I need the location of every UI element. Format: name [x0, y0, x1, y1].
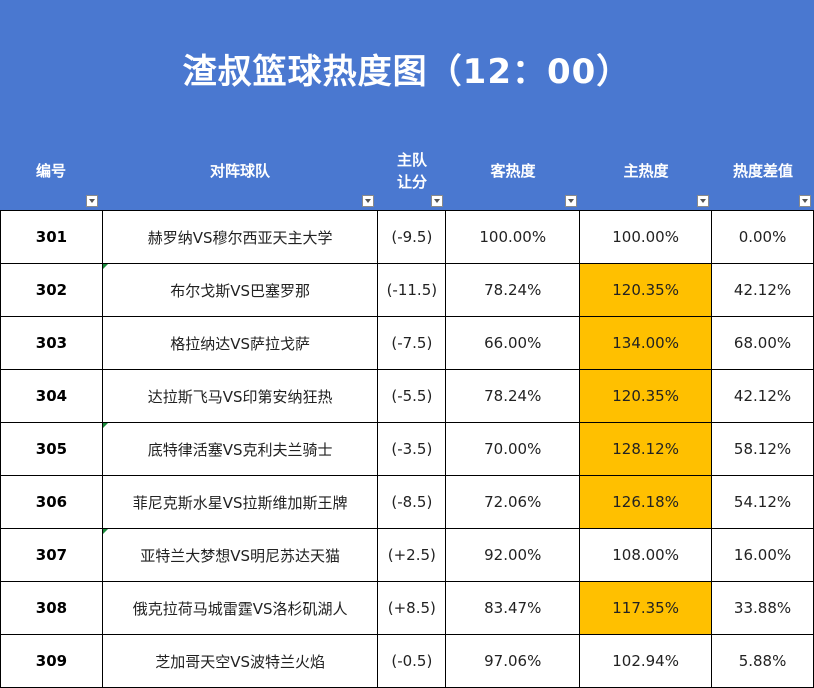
cell-home[interactable]: 102.94% — [579, 634, 713, 688]
cell-away[interactable]: 78.24% — [445, 369, 581, 423]
column-header-away: 客热度 — [490, 162, 536, 180]
cell-away[interactable]: 97.06% — [445, 634, 581, 688]
table-row: 309 芝加哥天空VS波特兰火焰 (-0.5) 97.06% 102.94% 5… — [0, 634, 814, 688]
cell-spread[interactable]: (-7.5) — [377, 316, 447, 370]
cell-away[interactable]: 78.24% — [445, 263, 581, 317]
cell-match[interactable]: 赫罗纳VS穆尔西亚天主大学 — [101, 210, 379, 264]
column-header-id: 编号 — [35, 162, 66, 180]
cell-away[interactable]: 83.47% — [445, 581, 581, 635]
cell-away[interactable]: 66.00% — [445, 316, 581, 370]
filter-dropdown-icon[interactable] — [799, 195, 811, 207]
cell-home[interactable]: 128.12% — [579, 422, 713, 476]
table-row: 302 布尔戈斯VS巴塞罗那 (-11.5) 78.24% 120.35% 42… — [0, 263, 814, 317]
cell-id[interactable]: 302 — [0, 263, 103, 317]
cell-id[interactable]: 309 — [0, 634, 103, 688]
cell-diff[interactable]: 42.12% — [711, 369, 814, 423]
cell-id[interactable]: 304 — [0, 369, 103, 423]
table-row: 306 菲尼克斯水星VS拉斯维加斯王牌 (-8.5) 72.06% 126.18… — [0, 475, 814, 529]
cell-spread[interactable]: (-0.5) — [377, 634, 447, 688]
cell-spread[interactable]: (-11.5) — [377, 263, 447, 317]
cell-diff[interactable]: 33.88% — [711, 581, 814, 635]
filter-dropdown-icon[interactable] — [697, 195, 709, 207]
cell-match[interactable]: 亚特兰大梦想VS明尼苏达天猫 — [101, 528, 379, 582]
cell-home[interactable]: 117.35% — [579, 581, 713, 635]
cell-match[interactable]: 底特律活塞VS克利夫兰骑士 — [101, 422, 379, 476]
table-row: 305 底特律活塞VS克利夫兰骑士 (-3.5) 70.00% 128.12% … — [0, 422, 814, 476]
filter-dropdown-icon[interactable] — [86, 195, 98, 207]
cell-home[interactable]: 126.18% — [579, 475, 713, 529]
cell-match[interactable]: 芝加哥天空VS波特兰火焰 — [101, 634, 379, 688]
cell-spread[interactable]: (+8.5) — [377, 581, 447, 635]
cell-home[interactable]: 100.00% — [579, 210, 713, 264]
column-header-spread: 主队 让分 — [378, 140, 446, 202]
cell-diff[interactable]: 58.12% — [711, 422, 814, 476]
cell-spread[interactable]: (+2.5) — [377, 528, 447, 582]
cell-match[interactable]: 格拉纳达VS萨拉戈萨 — [101, 316, 379, 370]
filter-dropdown-icon[interactable] — [565, 195, 577, 207]
cell-match[interactable]: 俄克拉荷马城雷霆VS洛杉矶湖人 — [101, 581, 379, 635]
table-row: 301 赫罗纳VS穆尔西亚天主大学 (-9.5) 100.00% 100.00%… — [0, 210, 814, 264]
cell-spread[interactable]: (-8.5) — [377, 475, 447, 529]
cell-id[interactable]: 308 — [0, 581, 103, 635]
cell-diff[interactable]: 16.00% — [711, 528, 814, 582]
cell-away[interactable]: 100.00% — [445, 210, 581, 264]
cell-home[interactable]: 120.35% — [579, 369, 713, 423]
cell-home[interactable]: 120.35% — [579, 263, 713, 317]
cell-spread[interactable]: (-9.5) — [377, 210, 447, 264]
cell-diff[interactable]: 42.12% — [711, 263, 814, 317]
table-row: 303 格拉纳达VS萨拉戈萨 (-7.5) 66.00% 134.00% 68.… — [0, 316, 814, 370]
cell-id[interactable]: 307 — [0, 528, 103, 582]
table-row: 308 俄克拉荷马城雷霆VS洛杉矶湖人 (+8.5) 83.47% 117.35… — [0, 581, 814, 635]
cell-spread[interactable]: (-5.5) — [377, 369, 447, 423]
cell-diff[interactable]: 68.00% — [711, 316, 814, 370]
table-row: 307 亚特兰大梦想VS明尼苏达天猫 (+2.5) 92.00% 108.00%… — [0, 528, 814, 582]
cell-id[interactable]: 303 — [0, 316, 103, 370]
cell-spread[interactable]: (-3.5) — [377, 422, 447, 476]
cell-diff[interactable]: 54.12% — [711, 475, 814, 529]
column-header-diff: 热度差值 — [732, 162, 793, 180]
cell-away[interactable]: 70.00% — [445, 422, 581, 476]
cell-diff[interactable]: 5.88% — [711, 634, 814, 688]
cell-home[interactable]: 134.00% — [579, 316, 713, 370]
cell-match[interactable]: 菲尼克斯水星VS拉斯维加斯王牌 — [101, 475, 379, 529]
cell-away[interactable]: 72.06% — [445, 475, 581, 529]
table-row: 304 达拉斯飞马VS印第安纳狂热 (-5.5) 78.24% 120.35% … — [0, 369, 814, 423]
page-title: 渣叔篮球热度图（12：00） — [182, 52, 632, 92]
cell-away[interactable]: 92.00% — [445, 528, 581, 582]
cell-diff[interactable]: 0.00% — [711, 210, 814, 264]
column-header-match: 对阵球队 — [209, 162, 270, 180]
header-band: 渣叔篮球热度图（12：00） 编号 对阵球队 主队 让分 客热度 主热度 热度差… — [0, 0, 814, 210]
cell-id[interactable]: 306 — [0, 475, 103, 529]
cell-home[interactable]: 108.00% — [579, 528, 713, 582]
heat-table: 301 赫罗纳VS穆尔西亚天主大学 (-9.5) 100.00% 100.00%… — [0, 210, 814, 688]
cell-match[interactable]: 布尔戈斯VS巴塞罗那 — [101, 263, 379, 317]
column-header-spread-line2: 让分 — [396, 173, 427, 191]
column-header-home: 主热度 — [623, 162, 669, 180]
filter-dropdown-icon[interactable] — [362, 195, 374, 207]
cell-id[interactable]: 301 — [0, 210, 103, 264]
cell-match[interactable]: 达拉斯飞马VS印第安纳狂热 — [101, 369, 379, 423]
column-header-spread-line1: 主队 — [396, 151, 427, 169]
cell-id[interactable]: 305 — [0, 422, 103, 476]
filter-dropdown-icon[interactable] — [431, 195, 443, 207]
